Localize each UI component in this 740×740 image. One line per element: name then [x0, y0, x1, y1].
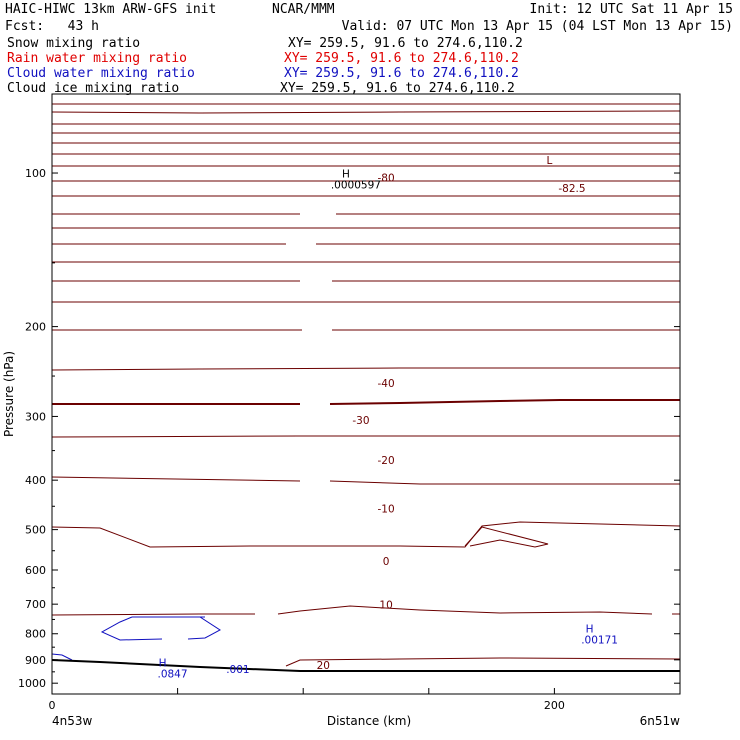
isotherm-line [51, 476, 680, 485]
extremum-value: .00171 [581, 635, 618, 647]
cloud-water-label: .001 [226, 664, 249, 676]
cloud-water-contour [100, 616, 221, 641]
isotherm-line [285, 657, 681, 667]
header-title: HAIC-HIWC 13km ARW-GFS init [5, 2, 216, 17]
cloud-water-contours [51, 616, 221, 661]
y-tick-label: 500 [25, 524, 46, 537]
field-xy-rain: XY= 259.5, 91.6 to 274.6,110.2 [284, 51, 519, 66]
isotherm-line [51, 521, 681, 548]
field-label-cloud-ice: Cloud ice mixing ratio [7, 81, 179, 96]
y-tick-label: 400 [25, 474, 46, 487]
y-tick-label: 100 [25, 167, 46, 180]
field-xy-cloud-ice: XY= 259.5, 91.6 to 274.6,110.2 [280, 81, 515, 96]
field-label-snow: Snow mixing ratio [7, 36, 140, 51]
terrain-line [51, 659, 680, 672]
isotherm-lines [51, 103, 681, 667]
isotherm-label: 20 [317, 660, 330, 672]
y-tick-label: 900 [25, 654, 46, 667]
field-label-cloud-water: Cloud water mixing ratio [7, 66, 195, 81]
y-axis-label: Pressure (hPa) [2, 351, 16, 437]
y-tick-label: 800 [25, 628, 46, 641]
isotherm-line [51, 110, 681, 114]
isotherm-label: -10 [378, 504, 395, 516]
cloud-water-contour [51, 653, 73, 661]
header-init: Init: 12 UTC Sat 11 Apr 15 [530, 2, 734, 17]
isotherm-label: -20 [378, 455, 395, 467]
x-axis: 0 200 [49, 688, 681, 712]
extremum-marker: H [586, 624, 594, 636]
header-fcst: Fcst: 43 h [5, 19, 99, 34]
y-tick-label: 1000 [18, 677, 46, 690]
isotherm-label: -82.5 [558, 183, 585, 195]
y-tick-label: 200 [25, 321, 46, 334]
isotherm-label: -80 [378, 172, 395, 184]
extremum-value: .0847 [157, 669, 187, 681]
extremum-value: .0000597 [331, 179, 381, 191]
extremum-marker: H [159, 658, 167, 670]
extremum-marker: H [342, 168, 350, 180]
isotherm-labels: -82.5-82.45-80-40-30-20-100102020 [317, 172, 586, 672]
isotherm-line [51, 605, 680, 616]
header-org: NCAR/MMM [272, 2, 335, 17]
header: HAIC-HIWC 13km ARW-GFS init NCAR/MMM Ini… [5, 2, 733, 96]
y-tick-label: 600 [25, 564, 46, 577]
isotherm-line [51, 435, 680, 438]
y-tick-label: 700 [25, 598, 46, 611]
field-label-rain: Rain water mixing ratio [7, 51, 187, 66]
isotherm-label: -30 [352, 415, 369, 427]
x-endpoint-left: 4n53w [52, 714, 93, 728]
isotherm-label: -40 [378, 378, 395, 390]
isotherm-label: 0 [383, 556, 390, 568]
plot-frame [51, 93, 681, 695]
freezing-level-line [52, 399, 680, 405]
x-tick-label: 0 [49, 699, 56, 712]
x-endpoint-right: 6n51w [640, 714, 681, 728]
cloud-water-labels: .001 [226, 664, 249, 676]
isotherm-line [464, 526, 549, 548]
header-valid: Valid: 07 UTC Mon 13 Apr 15 (04 LST Mon … [342, 19, 733, 34]
extremum-marker: L [546, 155, 552, 167]
y-tick-label: 300 [25, 410, 46, 423]
isotherm-line [51, 367, 680, 371]
isotherm-label: 10 [379, 599, 392, 611]
x-axis-label: Distance (km) [327, 714, 411, 728]
field-xy-cloud-water: XY= 259.5, 91.6 to 274.6,110.2 [284, 66, 519, 81]
field-xy-snow: XY= 259.5, 91.6 to 274.6,110.2 [288, 36, 523, 51]
x-tick-label: 200 [544, 699, 565, 712]
